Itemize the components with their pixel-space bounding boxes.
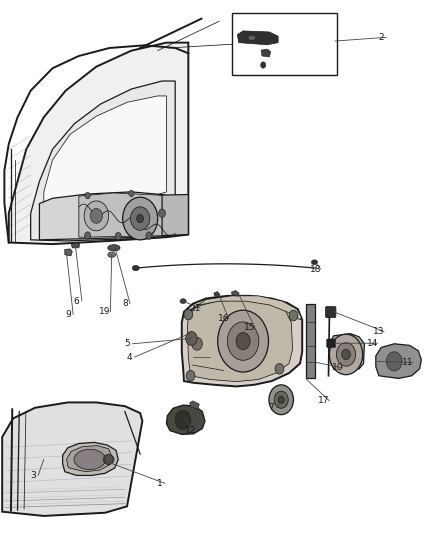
Text: 6: 6	[74, 297, 80, 305]
Polygon shape	[79, 193, 175, 237]
Circle shape	[342, 349, 350, 360]
Text: 3: 3	[30, 471, 36, 480]
Text: 18: 18	[310, 265, 321, 273]
Ellipse shape	[180, 298, 186, 304]
Bar	[232, 13, 337, 75]
Circle shape	[236, 333, 250, 350]
Circle shape	[218, 310, 268, 372]
Polygon shape	[39, 192, 175, 240]
Circle shape	[274, 391, 288, 408]
Circle shape	[275, 364, 284, 374]
Polygon shape	[187, 300, 293, 382]
Circle shape	[137, 214, 144, 223]
Polygon shape	[63, 442, 118, 475]
Circle shape	[269, 385, 293, 415]
Polygon shape	[331, 334, 364, 369]
Text: 10: 10	[332, 364, 343, 372]
Text: 19: 19	[99, 308, 111, 316]
Circle shape	[146, 232, 152, 239]
Text: 4: 4	[127, 353, 132, 361]
Polygon shape	[31, 81, 175, 241]
Circle shape	[184, 309, 193, 320]
Polygon shape	[237, 31, 278, 45]
Polygon shape	[376, 344, 421, 378]
Polygon shape	[261, 49, 271, 57]
Circle shape	[175, 410, 191, 430]
Text: 17: 17	[318, 397, 330, 405]
Circle shape	[186, 370, 195, 381]
Circle shape	[278, 396, 284, 403]
Text: 21: 21	[189, 304, 201, 312]
Circle shape	[261, 62, 266, 68]
Ellipse shape	[248, 35, 256, 41]
Text: 12: 12	[185, 426, 196, 435]
Circle shape	[159, 209, 166, 217]
Ellipse shape	[311, 260, 318, 265]
Polygon shape	[214, 292, 220, 297]
Circle shape	[115, 232, 121, 240]
Circle shape	[386, 352, 402, 371]
Circle shape	[186, 332, 197, 345]
FancyBboxPatch shape	[327, 339, 336, 348]
Circle shape	[104, 454, 113, 465]
Text: 14: 14	[367, 339, 378, 348]
Circle shape	[227, 322, 259, 360]
Text: 7: 7	[268, 403, 275, 412]
Polygon shape	[231, 290, 239, 296]
Circle shape	[85, 232, 91, 239]
FancyBboxPatch shape	[325, 306, 336, 318]
Text: 2: 2	[378, 33, 384, 42]
Text: 5: 5	[124, 340, 130, 348]
Text: 15: 15	[244, 324, 255, 332]
Ellipse shape	[103, 455, 114, 464]
Circle shape	[90, 208, 102, 223]
Polygon shape	[2, 402, 142, 516]
Polygon shape	[190, 401, 199, 409]
Circle shape	[192, 337, 202, 350]
Polygon shape	[9, 43, 188, 244]
Circle shape	[289, 310, 298, 321]
Ellipse shape	[132, 265, 139, 271]
Polygon shape	[166, 405, 205, 434]
Text: 1: 1	[157, 479, 163, 488]
Text: 16: 16	[218, 314, 229, 323]
Polygon shape	[65, 249, 72, 256]
Text: 9: 9	[65, 310, 71, 319]
Polygon shape	[162, 195, 188, 236]
Text: 8: 8	[122, 300, 128, 308]
Bar	[306, 304, 315, 378]
Circle shape	[123, 197, 158, 240]
Circle shape	[84, 201, 109, 231]
Ellipse shape	[108, 252, 116, 257]
Circle shape	[131, 207, 150, 230]
Text: 11: 11	[402, 358, 413, 367]
Ellipse shape	[74, 449, 106, 470]
Polygon shape	[182, 296, 302, 386]
Polygon shape	[71, 243, 80, 248]
Text: 13: 13	[373, 327, 385, 336]
Circle shape	[329, 334, 363, 375]
Ellipse shape	[108, 245, 120, 251]
Polygon shape	[44, 96, 166, 213]
Circle shape	[129, 190, 134, 197]
Circle shape	[336, 343, 356, 366]
Circle shape	[85, 192, 90, 199]
Polygon shape	[188, 296, 301, 320]
Polygon shape	[67, 446, 112, 472]
